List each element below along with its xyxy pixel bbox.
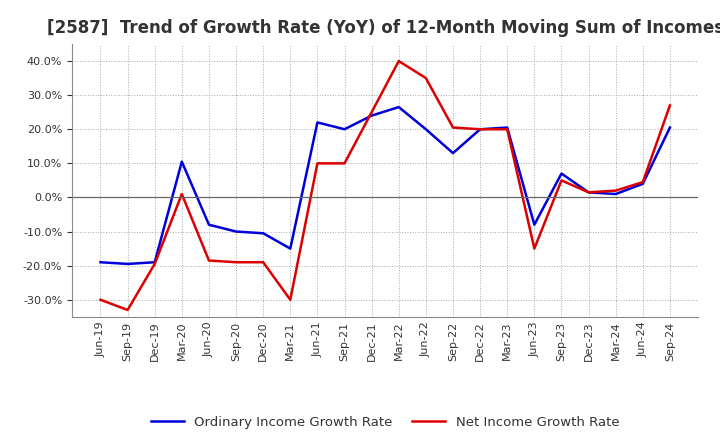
Net Income Growth Rate (123, 307, 132, 312)
Ordinary Income Growth Rate (313, 120, 322, 125)
Ordinary Income Growth Rate (178, 159, 186, 164)
Net Income Growth Rate (421, 76, 430, 81)
Ordinary Income Growth Rate (421, 127, 430, 132)
Ordinary Income Growth Rate (232, 229, 240, 234)
Net Income Growth Rate (503, 127, 511, 132)
Net Income Growth Rate (259, 260, 268, 265)
Ordinary Income Growth Rate (150, 260, 159, 265)
Net Income Growth Rate (96, 297, 105, 302)
Ordinary Income Growth Rate (96, 260, 105, 265)
Title: [2587]  Trend of Growth Rate (YoY) of 12-Month Moving Sum of Incomes: [2587] Trend of Growth Rate (YoY) of 12-… (47, 19, 720, 37)
Ordinary Income Growth Rate (395, 104, 403, 110)
Ordinary Income Growth Rate (584, 190, 593, 195)
Net Income Growth Rate (341, 161, 349, 166)
Net Income Growth Rate (286, 297, 294, 302)
Net Income Growth Rate (150, 261, 159, 267)
Net Income Growth Rate (395, 59, 403, 64)
Ordinary Income Growth Rate (557, 171, 566, 176)
Net Income Growth Rate (232, 260, 240, 265)
Ordinary Income Growth Rate (665, 125, 674, 130)
Ordinary Income Growth Rate (639, 181, 647, 187)
Ordinary Income Growth Rate (449, 150, 457, 156)
Line: Net Income Growth Rate: Net Income Growth Rate (101, 61, 670, 310)
Line: Ordinary Income Growth Rate: Ordinary Income Growth Rate (101, 107, 670, 264)
Net Income Growth Rate (367, 110, 376, 115)
Net Income Growth Rate (313, 161, 322, 166)
Legend: Ordinary Income Growth Rate, Net Income Growth Rate: Ordinary Income Growth Rate, Net Income … (145, 411, 625, 434)
Ordinary Income Growth Rate (476, 127, 485, 132)
Ordinary Income Growth Rate (611, 191, 620, 197)
Net Income Growth Rate (204, 258, 213, 263)
Net Income Growth Rate (665, 103, 674, 108)
Ordinary Income Growth Rate (530, 222, 539, 227)
Net Income Growth Rate (449, 125, 457, 130)
Ordinary Income Growth Rate (503, 125, 511, 130)
Ordinary Income Growth Rate (123, 261, 132, 267)
Ordinary Income Growth Rate (259, 231, 268, 236)
Net Income Growth Rate (611, 188, 620, 193)
Net Income Growth Rate (584, 190, 593, 195)
Net Income Growth Rate (557, 178, 566, 183)
Net Income Growth Rate (476, 127, 485, 132)
Ordinary Income Growth Rate (286, 246, 294, 251)
Net Income Growth Rate (178, 191, 186, 197)
Net Income Growth Rate (639, 180, 647, 185)
Net Income Growth Rate (530, 246, 539, 251)
Ordinary Income Growth Rate (367, 113, 376, 118)
Ordinary Income Growth Rate (341, 127, 349, 132)
Ordinary Income Growth Rate (204, 222, 213, 227)
